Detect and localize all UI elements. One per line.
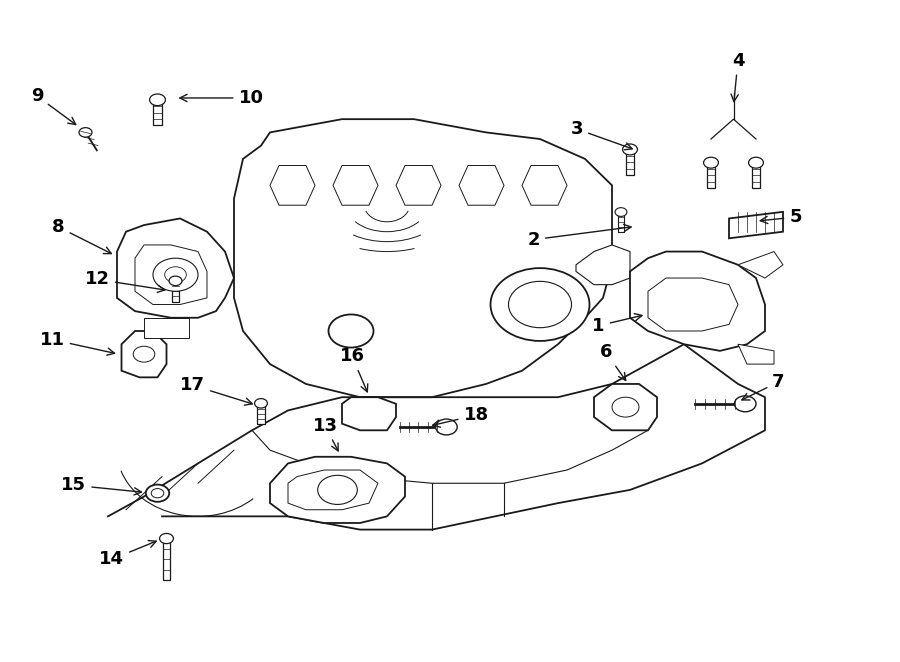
Polygon shape: [738, 344, 774, 364]
Circle shape: [165, 267, 186, 283]
Polygon shape: [153, 100, 162, 125]
Polygon shape: [738, 252, 783, 278]
Polygon shape: [594, 384, 657, 430]
Circle shape: [623, 144, 637, 155]
Text: 11: 11: [40, 330, 114, 355]
Polygon shape: [234, 119, 612, 397]
Circle shape: [612, 397, 639, 417]
Polygon shape: [172, 281, 179, 302]
Polygon shape: [729, 212, 783, 238]
Circle shape: [318, 475, 357, 504]
Circle shape: [436, 419, 457, 435]
Circle shape: [734, 396, 756, 412]
Circle shape: [508, 281, 572, 328]
Circle shape: [169, 276, 182, 285]
Circle shape: [151, 489, 164, 498]
Polygon shape: [707, 163, 715, 188]
Text: 6: 6: [599, 343, 625, 381]
Circle shape: [491, 268, 590, 341]
Text: 13: 13: [312, 416, 338, 451]
Polygon shape: [342, 397, 396, 430]
Text: 15: 15: [61, 476, 141, 495]
Circle shape: [749, 158, 763, 168]
Text: 16: 16: [339, 347, 368, 392]
Text: 14: 14: [99, 541, 157, 569]
Text: 18: 18: [433, 406, 489, 427]
Polygon shape: [752, 163, 760, 188]
Polygon shape: [459, 166, 504, 205]
Polygon shape: [117, 218, 234, 318]
Polygon shape: [333, 166, 378, 205]
Polygon shape: [122, 331, 166, 377]
Circle shape: [615, 208, 627, 216]
Text: 17: 17: [180, 376, 252, 405]
Polygon shape: [270, 457, 405, 523]
Text: 12: 12: [85, 270, 165, 293]
Circle shape: [149, 94, 166, 106]
Polygon shape: [163, 539, 170, 580]
Text: 10: 10: [180, 89, 264, 107]
Polygon shape: [617, 212, 625, 232]
Circle shape: [328, 314, 374, 348]
Polygon shape: [626, 150, 634, 175]
Text: 4: 4: [731, 52, 744, 101]
Polygon shape: [288, 470, 378, 510]
Polygon shape: [522, 166, 567, 205]
Circle shape: [153, 258, 198, 291]
Text: 5: 5: [760, 208, 802, 226]
Polygon shape: [144, 318, 189, 338]
Polygon shape: [576, 245, 630, 285]
Circle shape: [255, 399, 267, 408]
Text: 1: 1: [592, 314, 642, 335]
Circle shape: [159, 534, 174, 544]
Polygon shape: [396, 166, 441, 205]
Text: 3: 3: [571, 120, 632, 150]
Text: 8: 8: [52, 218, 112, 254]
Circle shape: [704, 158, 718, 168]
Text: 9: 9: [31, 87, 76, 124]
Polygon shape: [630, 252, 765, 351]
Polygon shape: [648, 278, 738, 331]
Text: 7: 7: [742, 373, 785, 400]
Polygon shape: [135, 245, 207, 305]
Polygon shape: [270, 166, 315, 205]
Circle shape: [133, 346, 155, 362]
Text: 2: 2: [527, 224, 631, 249]
Polygon shape: [257, 403, 265, 424]
Circle shape: [79, 128, 92, 137]
Circle shape: [146, 485, 169, 502]
